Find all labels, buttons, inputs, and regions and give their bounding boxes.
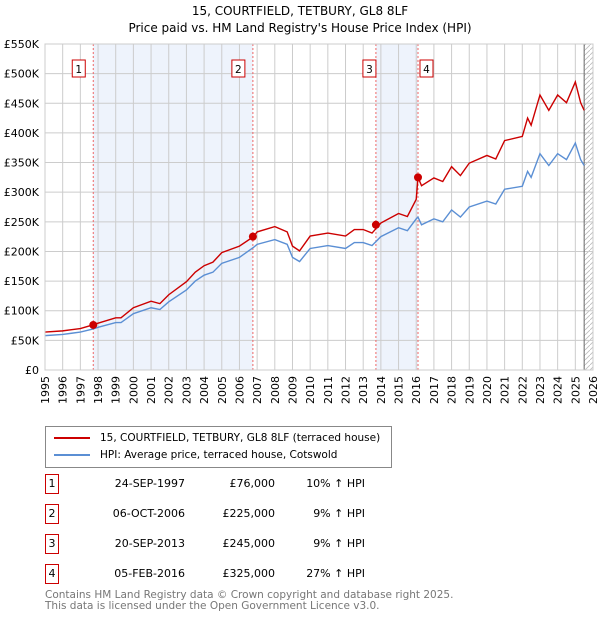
x-tick-label: 2014 [375,376,388,404]
sale-row: 1 24-SEP-1997 £76,000 10% ↑ HPI [45,474,445,496]
y-tick-label: £200K [4,245,40,258]
sale-row: 4 05-FEB-2016 £325,000 27% ↑ HPI [45,564,445,586]
x-tick-label: 2023 [534,376,547,404]
shaded-range [375,44,418,370]
x-tick-label: 2008 [269,376,282,404]
y-tick-label: £50K [11,334,40,347]
x-tick-label: 2007 [251,376,264,404]
y-tick-label: £450K [4,97,40,110]
sale-number-badge: 1 [45,474,59,494]
sale-label-number: 1 [75,64,82,76]
sale-label-box [362,59,377,78]
sale-hpi-change: 10% ↑ HPI [306,477,365,490]
hpi-line [44,141,585,337]
x-tick-label: 2005 [216,376,229,404]
sale-point [413,173,422,182]
legend-item-property: 15, COURTFIELD, TETBURY, GL8 8LF (terrac… [54,432,380,444]
property-price-line [44,79,585,333]
x-tick-label: 2003 [180,376,193,404]
x-tick-label: 2026 [587,376,600,404]
y-tick-label: £150K [4,275,40,288]
x-tick-label: 2025 [569,376,582,404]
sale-label-number: 2 [235,64,242,76]
forecast-hatch [584,44,593,370]
x-tick-label: 2022 [516,376,529,404]
x-tick-label: 2009 [286,376,299,404]
sale-date: 24-SEP-1997 [114,477,185,490]
legend: 15, COURTFIELD, TETBURY, GL8 8LF (terrac… [45,426,392,468]
sale-price: £225,000 [222,507,276,520]
y-tick-label: £300K [4,186,40,199]
x-tick-label: 2020 [481,376,494,404]
footer-licence: This data is licensed under the Open Gov… [45,600,380,612]
y-tick-label: £250K [4,216,40,229]
sale-label-number: 4 [423,64,430,76]
shaded-range [93,44,253,370]
x-tick-label: 2004 [198,376,211,404]
x-tick-label: 2002 [163,376,176,404]
x-tick-label: 1999 [110,376,123,404]
x-tick-label: 2015 [393,376,406,404]
y-tick-label: £550K [4,38,40,51]
x-tick-label: 1996 [57,376,70,404]
sale-row: 2 06-OCT-2006 £225,000 9% ↑ HPI [45,504,445,526]
x-tick-label: 2019 [463,376,476,404]
y-tick-label: £0 [25,364,39,377]
sale-date: 05-FEB-2016 [114,567,185,580]
sale-price: £245,000 [222,537,276,550]
price-chart: 1995 1996 1997 1998 1999 2000 2001 2002 2003 2004… [4,38,600,404]
sale-point [248,232,257,241]
x-tick-label: 2011 [322,376,335,404]
legend-label: 15, COURTFIELD, TETBURY, GL8 8LF (terrac… [100,432,381,444]
sale-row: 3 20-SEP-2013 £245,000 9% ↑ HPI [45,534,445,556]
legend-swatch-red [54,437,90,439]
sale-label-box [71,59,86,78]
plot-border [44,43,594,371]
x-tick-label: 2013 [357,376,370,404]
x-tick-label: 2001 [145,376,158,404]
x-tick-label: 1995 [39,376,52,404]
sale-number-badge: 4 [45,564,59,584]
x-tick-label: 2024 [552,376,565,404]
sale-price: £76,000 [229,477,276,490]
legend-item-hpi: HPI: Average price, terraced house, Cots… [54,449,337,461]
sale-hpi-change: 9% ↑ HPI [313,537,365,550]
sale-point [371,220,380,229]
x-tick-label: 2021 [499,376,512,404]
x-tick-label: 2012 [340,376,353,404]
y-tick-label: £400K [4,127,40,140]
x-tick-label: 2016 [410,376,423,404]
x-tick-label: 2006 [233,376,246,404]
x-tick-label: 2000 [127,376,140,404]
sale-label-number: 3 [366,64,373,76]
sale-point [89,320,98,329]
y-tick-label: £500K [4,68,40,81]
sale-number-badge: 2 [45,504,59,524]
sale-hpi-change: 27% ↑ HPI [306,567,365,580]
x-tick-label: 1997 [74,376,87,404]
y-tick-label: £350K [4,157,40,170]
sale-hpi-change: 9% ↑ HPI [313,507,365,520]
footer-copyright: Contains HM Land Registry data © Crown c… [45,589,454,601]
x-tick-label: 2017 [428,376,441,404]
chart-title: 15, COURTFIELD, TETBURY, GL8 8LF [191,4,409,18]
x-tick-label: 1998 [92,376,105,404]
legend-label: HPI: Average price, terraced house, Cots… [100,449,338,461]
sale-label-box [419,59,434,78]
sale-price: £325,000 [222,567,276,580]
sale-date: 06-OCT-2006 [112,507,185,520]
sale-date: 20-SEP-2013 [114,537,185,550]
sale-number-badge: 3 [45,534,59,554]
y-tick-label: £100K [4,305,40,318]
chart-subtitle: Price paid vs. HM Land Registry's House … [128,21,472,35]
legend-swatch-blue [54,454,90,456]
sale-label-box [231,59,246,78]
x-tick-label: 2010 [304,376,317,404]
x-tick-label: 2018 [446,376,459,404]
